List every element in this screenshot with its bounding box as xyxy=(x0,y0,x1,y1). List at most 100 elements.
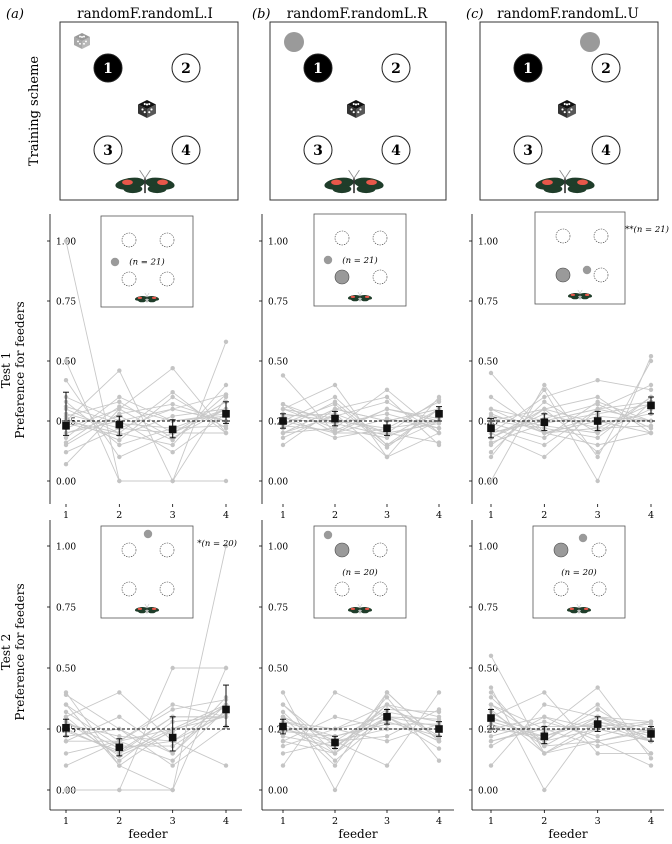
butterfly-left-spot xyxy=(331,179,342,185)
individual-point xyxy=(488,685,494,690)
y-tick-label: 0.50 xyxy=(478,358,498,368)
individual-point xyxy=(436,430,442,436)
x-tick-label: 4 xyxy=(648,816,654,827)
individual-point xyxy=(595,702,600,707)
butterfly xyxy=(535,169,595,194)
individual-point xyxy=(488,414,494,419)
training-scheme-b: 1 2 3 4 xyxy=(269,21,447,201)
inset-feeder-1 xyxy=(334,542,350,558)
individual-point xyxy=(648,751,654,756)
individual-point xyxy=(170,402,175,407)
dice-pip xyxy=(563,102,566,106)
individual-line xyxy=(65,396,227,441)
individual-point xyxy=(280,690,286,695)
individual-point xyxy=(384,454,390,460)
dice-pip xyxy=(352,102,355,106)
individual-point xyxy=(595,442,600,448)
feeder-3 xyxy=(93,135,123,165)
individual-line xyxy=(490,408,652,439)
butterfly xyxy=(347,291,373,302)
column-title-b: randomF.randomL.R xyxy=(287,6,428,22)
inset-n-label: (n = 20) xyxy=(561,567,596,578)
individual-line xyxy=(65,406,227,443)
butterfly-right-hindwing xyxy=(148,299,156,303)
individual-point xyxy=(332,763,338,768)
dice-pip xyxy=(79,42,81,45)
inset-gray-cue xyxy=(323,255,333,265)
individual-line xyxy=(490,687,652,791)
individual-point xyxy=(488,454,494,460)
individual-point xyxy=(542,714,547,719)
butterfly-left-hindwing xyxy=(543,185,563,194)
individual-point xyxy=(436,709,442,715)
individual-line xyxy=(65,713,227,742)
individual-point xyxy=(384,690,390,695)
individual-line xyxy=(66,667,226,791)
individual-point xyxy=(63,702,69,707)
mean-marker xyxy=(487,424,495,432)
butterfly-right-spot xyxy=(151,296,157,299)
dice-pip xyxy=(143,102,146,106)
butterfly-right-hindwing xyxy=(361,610,369,614)
individual-point xyxy=(384,442,390,448)
x-tick-label: 3 xyxy=(595,816,601,827)
dice-pip xyxy=(145,103,149,106)
inset-n-label: (n = 20) xyxy=(342,567,377,578)
individual-point xyxy=(595,743,600,749)
individual-point xyxy=(170,478,175,484)
individual-point xyxy=(170,751,175,756)
individual-point xyxy=(117,714,122,719)
butterfly-antenna-left xyxy=(139,169,146,179)
dice-icon xyxy=(347,100,365,118)
mean-marker xyxy=(331,738,339,747)
butterfly-left-spot xyxy=(137,607,143,610)
individual-line xyxy=(490,403,652,434)
individual-point xyxy=(63,763,69,768)
individual-point xyxy=(63,462,69,467)
individual-point xyxy=(223,543,229,549)
dice-right xyxy=(82,37,90,49)
plot-b-test1: 0.00 0.25 0.50 0.75 1.00 1 2 3 4 (n = 21) xyxy=(259,213,443,521)
individual-point xyxy=(280,714,286,719)
dice-left xyxy=(347,104,356,118)
inset-box xyxy=(534,211,626,305)
individual-point xyxy=(488,702,494,707)
inset-c-test1: **(n = 21) xyxy=(534,211,669,305)
individual-line xyxy=(65,716,226,752)
individual-point xyxy=(223,665,229,671)
individual-point xyxy=(280,709,286,715)
inset-feeder-4 xyxy=(372,269,388,285)
individual-line xyxy=(282,413,440,429)
x-tick-label: 1 xyxy=(488,816,494,827)
inset-a-test2: *(n = 20) xyxy=(100,525,237,619)
butterfly-antenna-left xyxy=(144,292,148,297)
feeder-label: 1 xyxy=(103,61,113,77)
individual-point xyxy=(117,394,122,400)
dice-pip xyxy=(79,35,81,38)
individual-point xyxy=(488,653,494,658)
feeder-4 xyxy=(381,135,411,165)
y-tick-label: 0.50 xyxy=(268,665,288,675)
x-axis-label-c: feeder xyxy=(548,827,587,841)
mean-marker xyxy=(279,722,287,731)
butterfly-right-hindwing xyxy=(361,298,369,302)
y-axis-label-test1: Preference for feeders xyxy=(13,301,27,438)
individual-line xyxy=(282,399,440,439)
individual-point xyxy=(280,743,286,749)
inset-feeder-1 xyxy=(121,542,137,558)
inset-feeder-4 xyxy=(372,581,388,597)
individual-point xyxy=(595,394,600,400)
x-tick-label: 1 xyxy=(63,510,69,521)
x-tick-label: 3 xyxy=(170,816,176,827)
butterfly xyxy=(134,603,160,614)
x-tick-label: 1 xyxy=(280,510,286,521)
butterfly-left-spot xyxy=(542,179,553,185)
individual-point xyxy=(648,756,654,761)
y-tick-label: 0.00 xyxy=(268,478,288,488)
x-tick-label: 4 xyxy=(436,510,442,521)
individual-point xyxy=(542,382,547,388)
individual-point xyxy=(595,399,600,404)
individual-point xyxy=(280,739,286,744)
individual-line xyxy=(282,408,440,446)
butterfly-antenna-right xyxy=(359,291,363,296)
